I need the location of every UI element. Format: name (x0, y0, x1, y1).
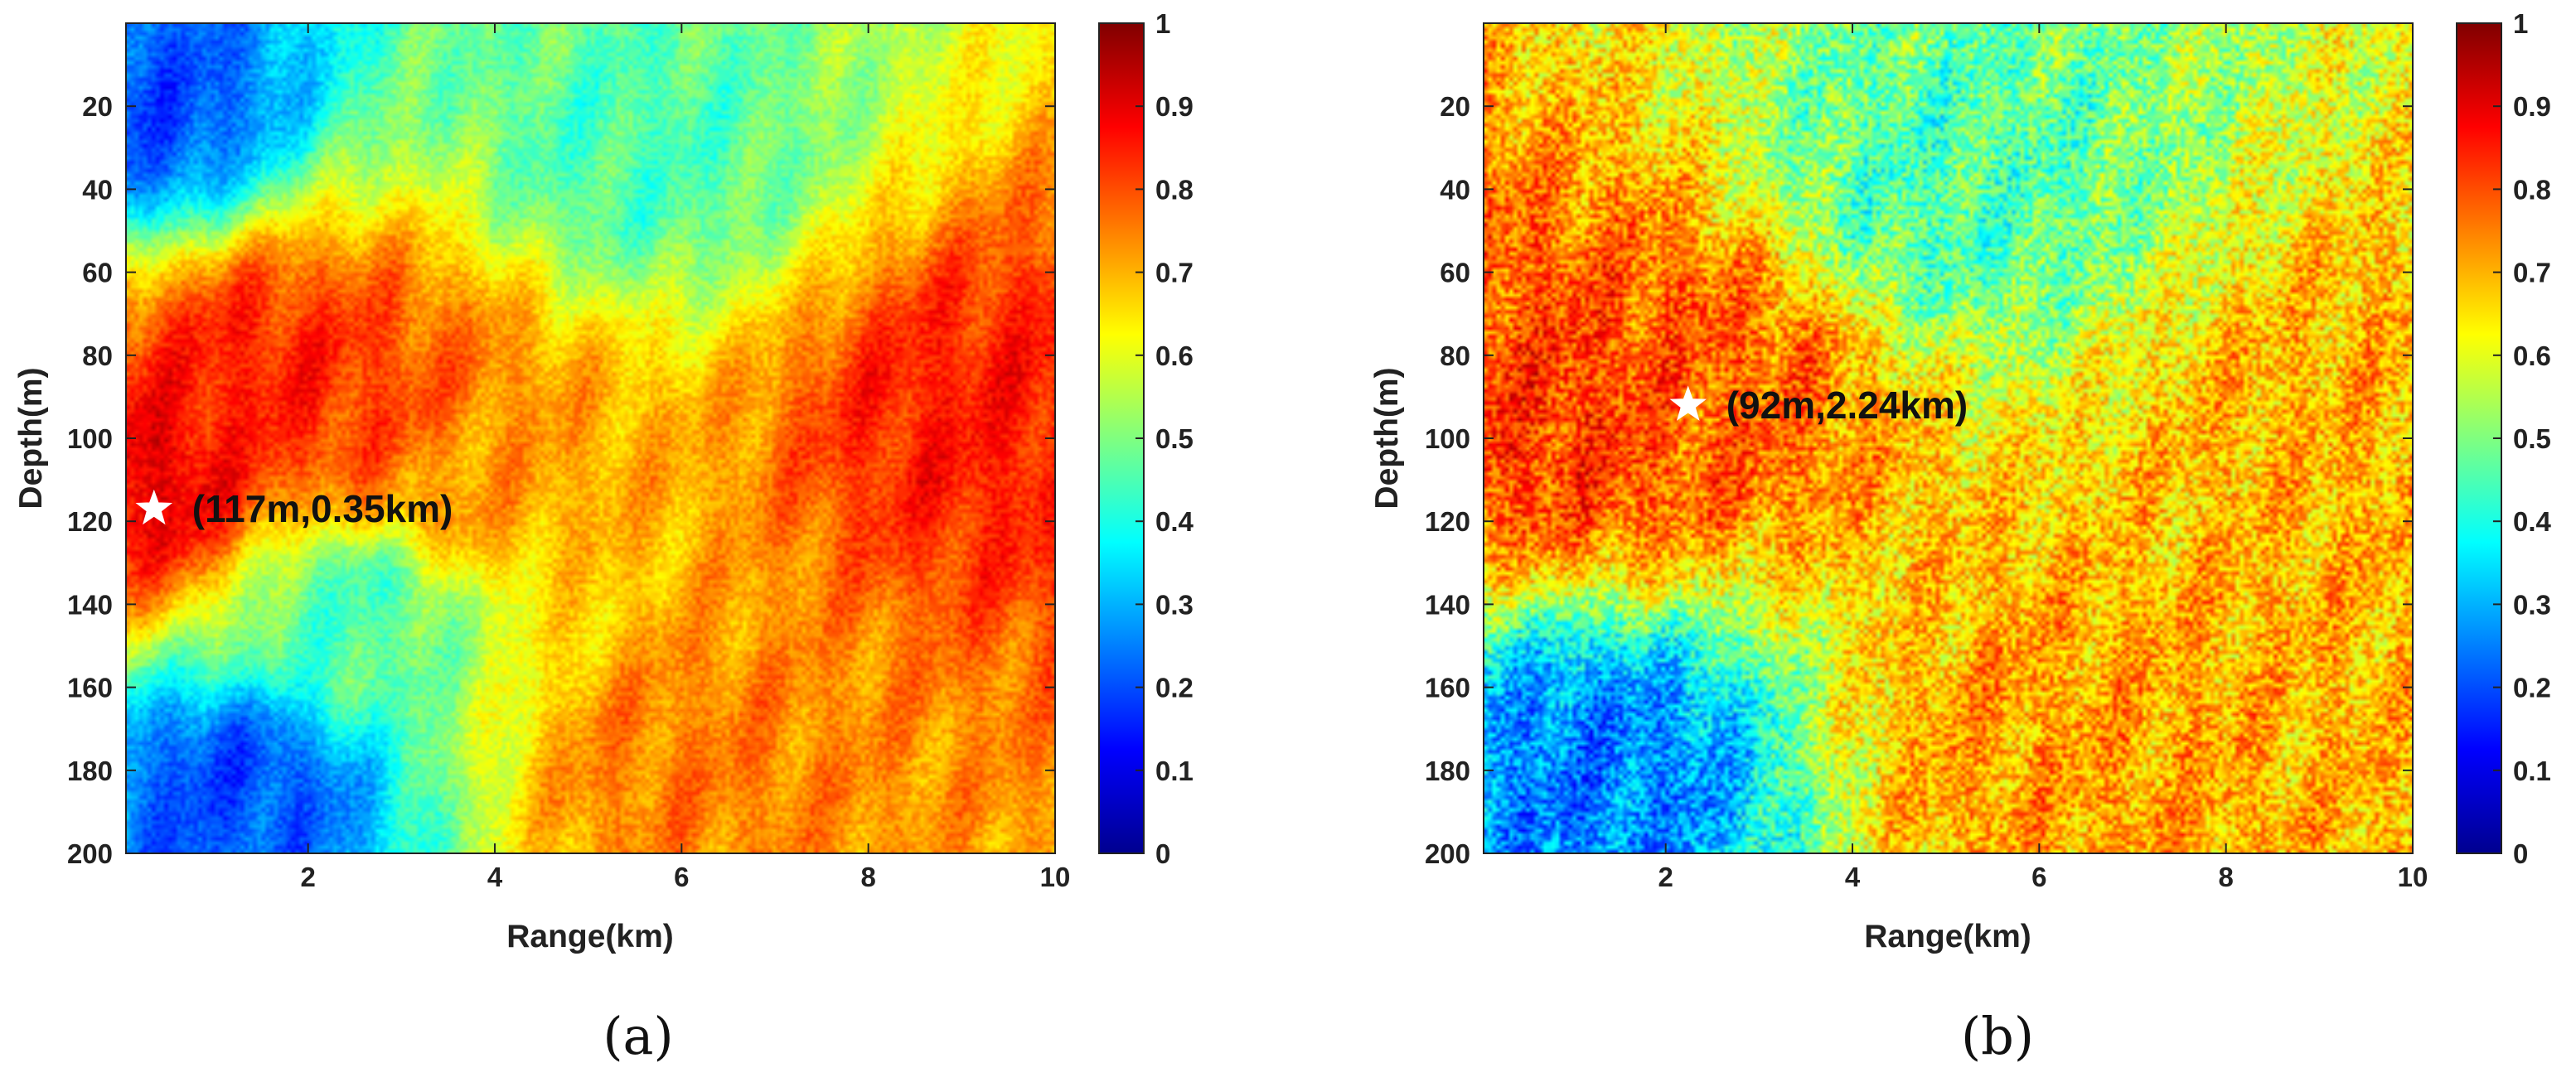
x-tick-group: 2 4 6 8 10 (301, 23, 1071, 892)
colorbar-tick-label: 0 (1155, 838, 1170, 869)
y-tick-label: 40 (82, 174, 113, 205)
y-axis-label: Depth(m) (13, 367, 49, 509)
y-tick-label: 40 (1440, 174, 1470, 205)
x-axis-label: Range(km) (506, 919, 674, 954)
colorbar-tick-label: 0.1 (2513, 756, 2551, 786)
y-tick-label: 20 (82, 91, 113, 122)
y-axis-label: Depth(m) (1369, 367, 1405, 509)
x-tick-label: 4 (487, 862, 503, 892)
y-tick-label: 160 (67, 673, 113, 703)
colorbar-tick-label: 0.8 (1155, 174, 1194, 205)
y-tick-label: 120 (67, 506, 113, 537)
peak-marker: (117m,0.35km) (135, 487, 453, 530)
y-tick-label: 100 (67, 423, 113, 454)
colorbar-tick-label: 0 (2513, 838, 2528, 869)
y-tick-label: 120 (1425, 506, 1470, 537)
colorbar-tick-label: 1 (2513, 8, 2528, 39)
colorbar-tick-label: 0.2 (1155, 673, 1194, 703)
colorbar-tick-label: 0.7 (1155, 258, 1194, 288)
colorbar-tick-label: 0.5 (1155, 423, 1194, 454)
y-tick-label: 160 (1425, 673, 1470, 703)
y-tick-label: 20 (1440, 91, 1470, 122)
x-tick-label: 2 (1658, 862, 1673, 892)
x-tick-label: 4 (1845, 862, 1861, 892)
x-tick-label: 8 (860, 862, 875, 892)
colorbar-tick-label: 0.3 (1155, 589, 1194, 620)
y-tick-group: 20 40 60 80 100 120 140 160 180 200 (1425, 91, 2413, 869)
heatmap-image (126, 23, 1055, 853)
colorbar-tick-label: 0.9 (2513, 91, 2551, 122)
y-tick-label: 60 (82, 258, 113, 288)
peak-annotation: (92m,2.24km) (1726, 384, 1968, 427)
y-tick-label: 80 (82, 341, 113, 371)
y-tick-label: 200 (1425, 838, 1470, 869)
y-tick-label: 140 (1425, 589, 1470, 620)
panel-label: (a) (603, 1006, 673, 1066)
colorbar-tick-group: 0 0.1 0.2 0.3 0.4 0.5 0.6 0.7 0.8 0.9 1 (1135, 8, 1194, 869)
panel-label: (b) (1961, 1006, 2034, 1066)
colorbar-tick-label: 0.3 (2513, 589, 2551, 620)
colorbar-tick-group: 0 0.1 0.2 0.3 0.4 0.5 0.6 0.7 0.8 0.9 1 (2493, 8, 2552, 869)
colorbar-tick-label: 0.8 (2513, 174, 2551, 205)
colorbar-tick-label: 0.4 (1155, 506, 1194, 537)
peak-annotation: (117m,0.35km) (192, 487, 453, 530)
x-axis-label: Range(km) (1864, 919, 2031, 954)
y-tick-group: 20 40 60 80 100 120 140 160 180 200 (67, 91, 1055, 869)
colorbar-tick-label: 0.4 (2513, 506, 2552, 537)
x-tick-label: 8 (2218, 862, 2233, 892)
y-tick-label: 80 (1440, 341, 1470, 371)
x-tick-label: 6 (674, 862, 689, 892)
colorbar-tick-label: 0.2 (2513, 673, 2551, 703)
x-tick-label: 2 (301, 862, 316, 892)
y-tick-label: 100 (1425, 423, 1470, 454)
x-tick-label: 6 (2031, 862, 2046, 892)
y-tick-label: 140 (67, 589, 113, 620)
y-tick-label: 180 (1425, 756, 1470, 786)
x-tick-label: 10 (2398, 862, 2428, 892)
x-tick-group: 2 4 6 8 10 (1658, 23, 2428, 892)
y-tick-label: 180 (67, 756, 113, 786)
y-tick-label: 200 (67, 838, 113, 869)
colorbar-tick-label: 0.7 (2513, 258, 2551, 288)
heatmap-image (1484, 23, 2413, 853)
colorbar-tick-label: 0.1 (1155, 756, 1194, 786)
colorbar-tick-label: 0.6 (1155, 341, 1194, 371)
colorbar-tick-label: 1 (1155, 8, 1170, 39)
colorbar-tick-label: 0.6 (2513, 341, 2551, 371)
peak-star-icon (1669, 385, 1707, 421)
x-tick-label: 10 (1040, 862, 1071, 892)
peak-star-icon (135, 489, 173, 525)
colorbar-tick-label: 0.5 (2513, 423, 2551, 454)
colorbar-tick-label: 0.9 (1155, 91, 1194, 122)
y-tick-label: 60 (1440, 258, 1470, 288)
peak-marker: (92m,2.24km) (1669, 384, 1968, 427)
